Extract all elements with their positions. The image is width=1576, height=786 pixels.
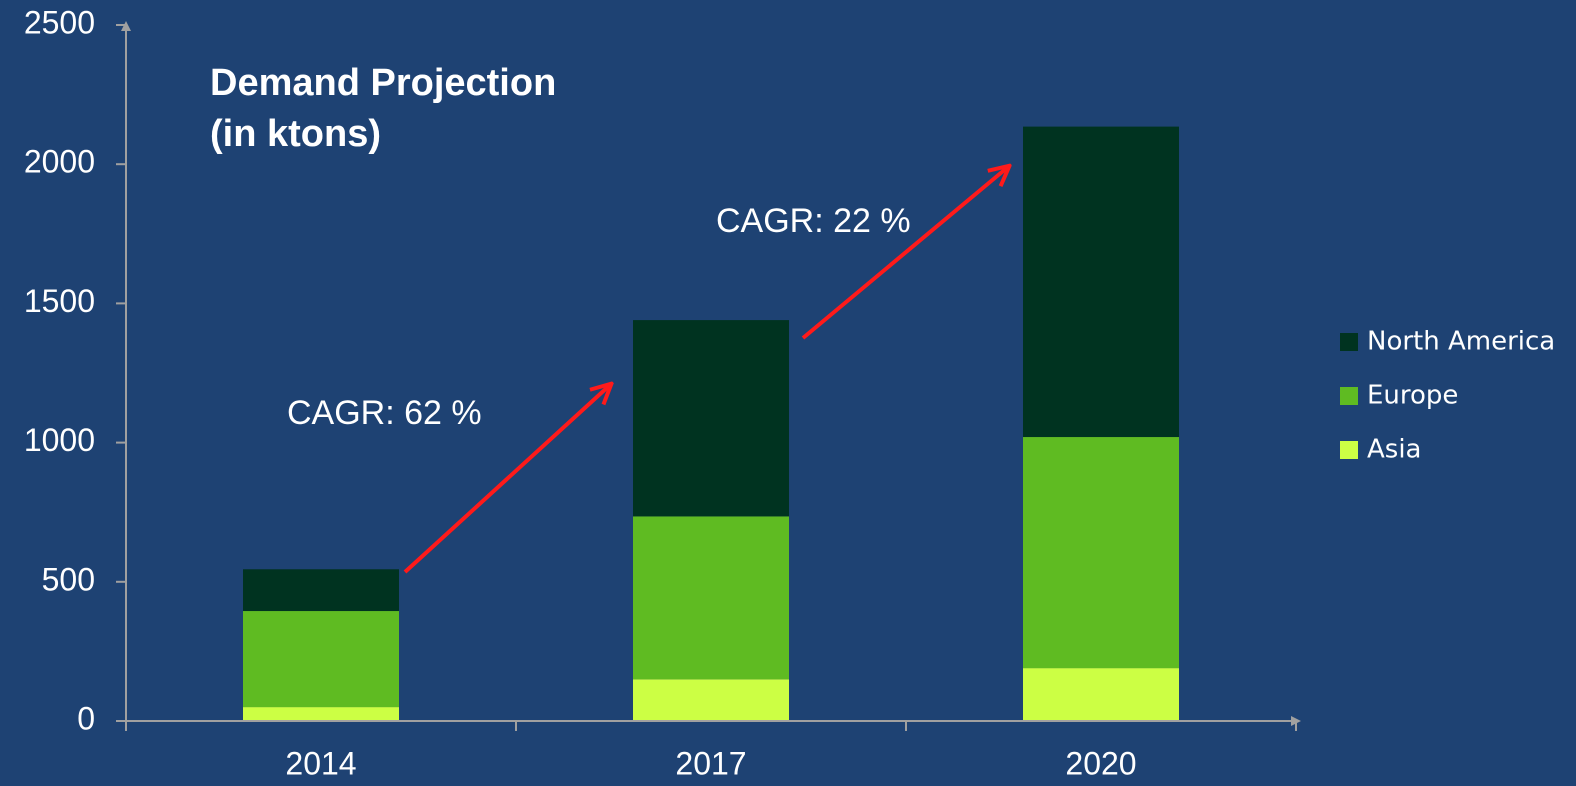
bar-segment — [1023, 668, 1179, 721]
bar-segment — [243, 569, 399, 612]
chart-title: Demand Projection (in ktons) — [210, 62, 556, 155]
legend-label: Asia — [1367, 435, 1422, 465]
bar-segment — [633, 516, 789, 680]
annotation: CAGR: 22 % — [716, 202, 911, 240]
bar-segment — [243, 611, 399, 708]
plot-area — [243, 126, 1179, 721]
y-tick-label: 500 — [42, 561, 95, 597]
bar-segment — [243, 707, 399, 721]
y-tick-label: 1000 — [24, 422, 95, 458]
bar-segment — [633, 679, 789, 721]
legend-label: North America — [1367, 327, 1555, 357]
bar-segment — [1023, 437, 1179, 669]
y-tick-label: 2500 — [24, 4, 95, 40]
annotation: CAGR: 62 % — [287, 394, 482, 432]
x-tick-label: 2020 — [1065, 745, 1136, 781]
legend-swatch — [1340, 387, 1358, 405]
arrow — [403, 385, 610, 574]
y-tick-label: 0 — [77, 700, 95, 736]
legend-label: Europe — [1367, 381, 1458, 411]
y-tick-label: 1500 — [24, 283, 95, 319]
x-tick-label: 2017 — [675, 745, 746, 781]
legend-swatch — [1340, 441, 1358, 459]
bar-segment — [1023, 126, 1179, 438]
x-tick-label: 2014 — [285, 745, 356, 781]
legend-swatch — [1340, 333, 1358, 351]
bar-segment — [633, 320, 789, 517]
arrow — [801, 167, 1008, 340]
y-tick-label: 2000 — [24, 144, 95, 180]
